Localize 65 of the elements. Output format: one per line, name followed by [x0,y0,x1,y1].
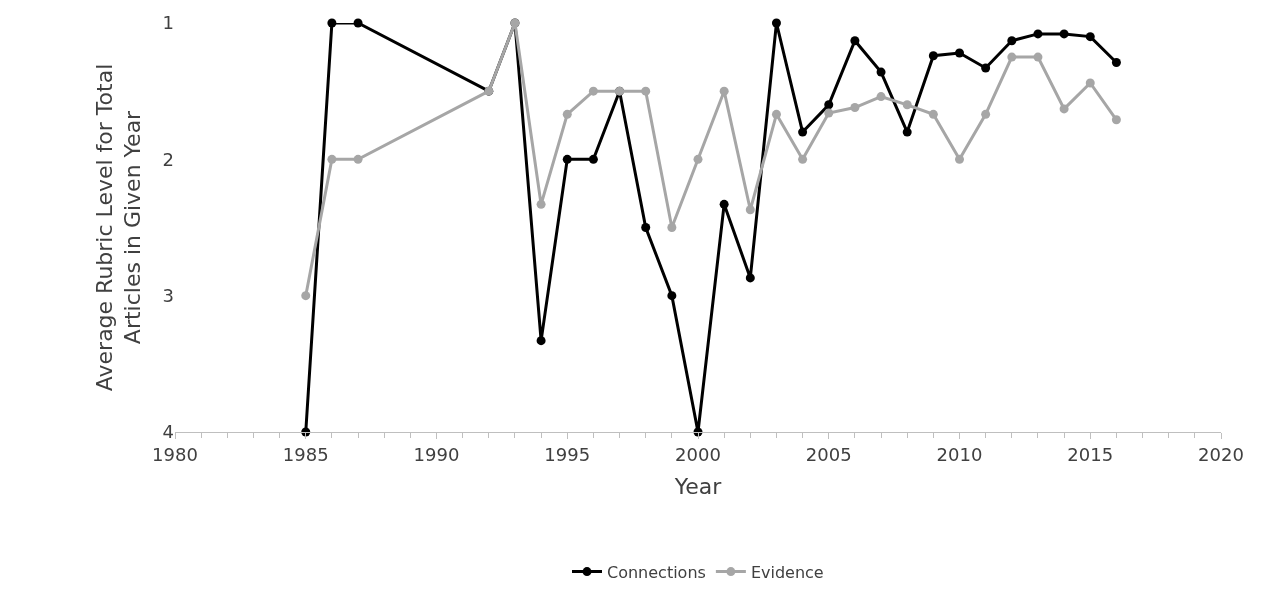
point [928,51,938,61]
point [1059,104,1069,114]
point [850,103,860,113]
y-axis-title: Average Rubric Level for Total Articles in Given Year [91,63,146,392]
point [353,154,363,164]
point [902,127,912,137]
x-axis-title: Year [673,474,723,500]
y-tick-label: 1 [162,12,174,34]
x-tick-label: 2005 [805,443,852,465]
point [1085,32,1095,42]
x-tick-label: 2020 [1198,443,1244,465]
point [641,223,651,232]
point [562,109,572,119]
legend-label: Connections [607,562,706,582]
point [981,63,991,73]
legend-label: Evidence [750,562,824,582]
y-tick-label: 2 [162,148,174,170]
point [588,86,598,96]
x-tick-label: 1990 [413,443,460,465]
x-tick-label: 2010 [936,443,983,465]
x-tick-label: 1985 [282,443,329,465]
point [876,67,886,77]
point [719,199,729,209]
point [850,36,860,46]
point [1085,78,1095,88]
point [353,18,363,28]
x-tick-label: 2015 [1067,443,1114,465]
point [588,154,598,164]
point [824,100,834,110]
point [667,223,677,232]
point [536,199,546,209]
point [1111,115,1121,125]
x-tick-label: 1980 [152,443,198,465]
point [955,154,964,164]
point [1033,52,1043,62]
point [327,154,337,164]
point [562,154,572,164]
point [902,100,912,110]
point [667,291,677,301]
point [981,109,991,119]
x-tick-label: 1995 [544,443,591,465]
point [301,291,311,301]
point [824,108,834,118]
point [798,127,808,137]
point [771,18,781,28]
point [693,154,703,164]
point [1033,29,1043,39]
point [1111,58,1121,68]
point [536,336,546,346]
point [745,205,755,215]
point [928,109,938,119]
point [327,18,337,28]
point [745,273,755,283]
point [1059,29,1069,39]
point [1007,36,1017,46]
point [771,109,781,119]
point [876,92,886,102]
x-tick-label: 2000 [675,443,721,465]
y-tick-label: 3 [162,284,174,306]
point [719,86,729,96]
y-tick-label: 4 [162,421,174,443]
point [1007,52,1017,62]
point [798,154,808,164]
point [641,86,651,96]
point [955,48,964,58]
